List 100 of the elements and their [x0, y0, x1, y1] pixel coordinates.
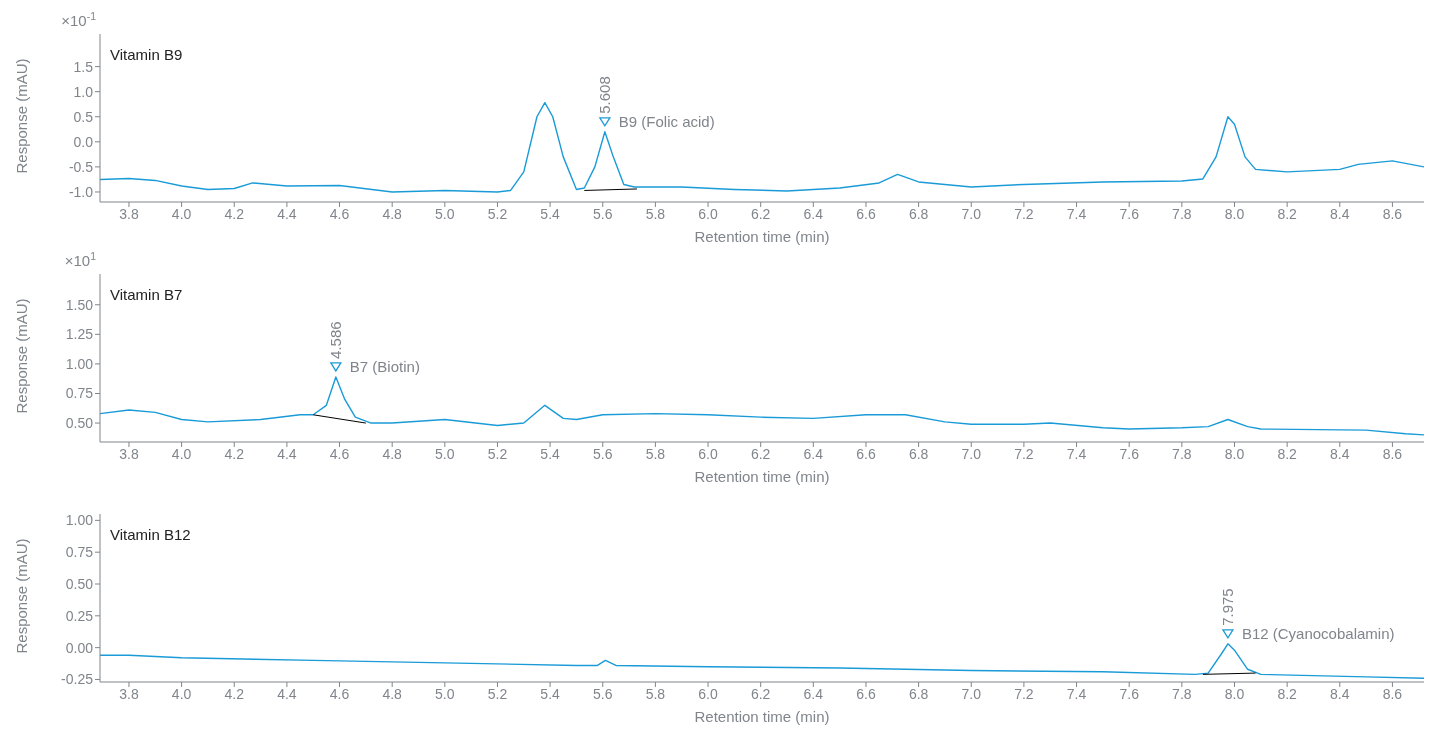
- y-tick-label: 0.00: [65, 639, 94, 656]
- x-tick-label: 8.4: [1330, 445, 1350, 462]
- x-axis-title: Retention time (min): [694, 468, 830, 485]
- x-tick-label: 8.6: [1382, 685, 1403, 702]
- x-tick-label: 4.0: [171, 685, 192, 702]
- x-tick-label: 7.8: [1172, 685, 1192, 702]
- x-tick-label: 5.6: [593, 205, 613, 222]
- x-tick-label: 3.8: [119, 445, 139, 462]
- x-tick-label: 4.8: [382, 685, 403, 702]
- x-tick-label: 8.2: [1277, 685, 1298, 702]
- x-tick-label: 8.4: [1330, 685, 1350, 702]
- x-tick-label: 5.8: [645, 685, 666, 702]
- y-tick-label: 1.0: [73, 83, 94, 100]
- annotation: B9 (Folic acid): [618, 112, 715, 130]
- x-tick-label: 4.8: [382, 205, 403, 222]
- x-tick-label: 6.0: [698, 445, 718, 462]
- y-tick-label: 1.5: [73, 58, 94, 75]
- y-tick-label: -0.5: [68, 158, 94, 175]
- annotation: B12 (Cyanocobalamin): [1241, 624, 1395, 642]
- x-tick-label: 7.6: [1119, 685, 1140, 702]
- x-tick-label: 5.4: [540, 685, 561, 702]
- y-axis-title: Response (mAU): [13, 298, 31, 414]
- x-tick-label: 5.2: [487, 685, 508, 702]
- y-tick-label: 1.25: [65, 326, 94, 343]
- line-series: [100, 376, 1424, 436]
- text: Vitamin B9: [110, 46, 183, 63]
- x-tick-label: 7.0: [961, 685, 982, 702]
- annotation: B7 (Biotin): [349, 357, 420, 375]
- x-tick-label: 6.2: [750, 205, 771, 222]
- x-tick-label: 6.6: [856, 685, 876, 702]
- y-tick-label: 1.00: [65, 355, 94, 372]
- x-tick-label: 7.6: [1119, 205, 1140, 222]
- x-tick-label: 7.0: [961, 205, 982, 222]
- x-tick-label: 8.6: [1382, 205, 1403, 222]
- x-tick-label: 6.4: [803, 205, 824, 222]
- x-tick-label: 7.4: [1066, 205, 1087, 222]
- x-tick-label: 6.4: [803, 445, 824, 462]
- x-tick-label: 7.8: [1172, 205, 1192, 222]
- x-tick-label: 5.6: [593, 685, 613, 702]
- x-tick-label: 7.8: [1172, 445, 1192, 462]
- y-tick-label: 0.25: [65, 607, 94, 624]
- x-tick-label: 7.4: [1066, 445, 1087, 462]
- text: ×10$^{1}$: [64, 250, 97, 269]
- x-tick-label: 8.2: [1277, 445, 1298, 462]
- x-tick-label: 8.0: [1224, 445, 1245, 462]
- x-tick-label: 6.4: [803, 685, 824, 702]
- x-tick-label: 4.6: [329, 445, 350, 462]
- x-tick-label: 6.2: [750, 445, 771, 462]
- x-tick-label: 6.0: [698, 685, 718, 702]
- y-tick-label: -1.0: [68, 183, 94, 200]
- x-tick-label: 4.0: [171, 205, 192, 222]
- x-tick-label: 5.8: [645, 205, 666, 222]
- x-tick-label: 7.6: [1119, 445, 1140, 462]
- x-tick-label: 5.4: [540, 205, 561, 222]
- x-tick-label: 3.8: [119, 205, 139, 222]
- x-tick-label: 6.0: [698, 205, 718, 222]
- y-tick-label: 0.50: [65, 575, 94, 592]
- line-series: [100, 643, 1424, 679]
- text: ×10$^{-1}$: [61, 10, 97, 29]
- x-tick-label: 5.8: [645, 445, 666, 462]
- text: Vitamin B7: [110, 286, 183, 303]
- x-tick-label: 5.0: [435, 205, 455, 222]
- y-tick-label: 0.5: [73, 108, 94, 125]
- x-tick-label: 4.6: [329, 685, 350, 702]
- y-tick-label: 1.50: [65, 296, 94, 313]
- y-tick-label: -0.25: [61, 671, 94, 688]
- x-tick-label: 4.2: [224, 445, 245, 462]
- y-axis-title: Response (mAU): [13, 538, 31, 654]
- x-axis-title: Retention time (min): [694, 708, 830, 725]
- x-tick-label: 7.4: [1066, 685, 1087, 702]
- x-tick-label: 7.2: [1014, 205, 1034, 222]
- y-tick-label: 0.0: [73, 133, 94, 150]
- annotation: 4.586: [326, 321, 344, 359]
- x-tick-label: 5.2: [487, 445, 508, 462]
- x-tick-label: 8.6: [1382, 445, 1403, 462]
- x-tick-label: 7.2: [1014, 445, 1034, 462]
- x-tick-label: 6.6: [856, 445, 876, 462]
- x-tick-label: 6.8: [908, 445, 929, 462]
- x-tick-label: 4.2: [224, 685, 245, 702]
- x-tick-label: 4.4: [277, 205, 297, 222]
- x-tick-label: 6.8: [908, 205, 929, 222]
- text: Vitamin B12: [110, 526, 191, 543]
- annotation: 7.975: [1218, 588, 1236, 626]
- x-tick-label: 8.0: [1224, 205, 1245, 222]
- x-tick-label: 5.4: [540, 445, 561, 462]
- x-tick-label: 5.0: [435, 445, 455, 462]
- x-tick-label: 3.8: [119, 685, 139, 702]
- x-tick-label: 8.0: [1224, 685, 1245, 702]
- y-axis-title: Response (mAU): [13, 58, 31, 174]
- y-tick-label: 1.00: [65, 512, 94, 529]
- x-tick-label: 8.2: [1277, 205, 1298, 222]
- x-tick-label: 8.4: [1330, 205, 1350, 222]
- x-tick-label: 5.0: [435, 685, 455, 702]
- x-tick-label: 7.2: [1014, 685, 1034, 702]
- x-tick-label: 6.8: [908, 685, 929, 702]
- x-tick-label: 5.6: [593, 445, 613, 462]
- y-tick-label: 0.50: [65, 415, 94, 432]
- x-axis-title: Retention time (min): [694, 228, 830, 245]
- x-tick-label: 4.4: [277, 685, 297, 702]
- annotation: 5.608: [595, 76, 613, 114]
